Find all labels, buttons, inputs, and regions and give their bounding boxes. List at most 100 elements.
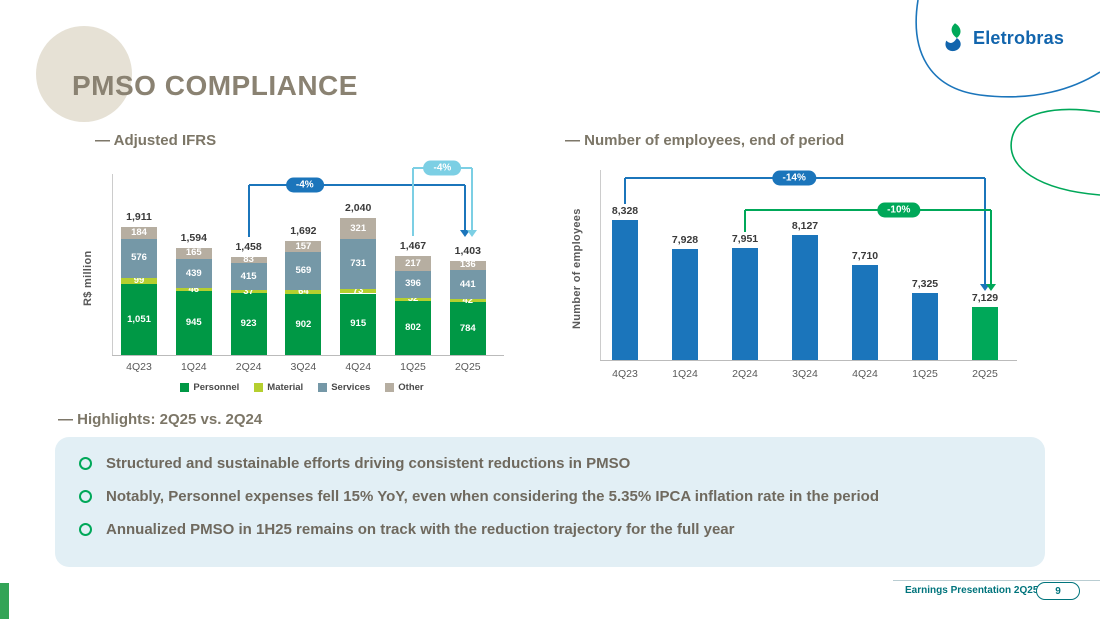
highlight-text: Structured and sustainable efforts drivi… [106, 455, 631, 472]
bar-value-label: 7,928 [671, 234, 699, 247]
x-axis-line [112, 355, 504, 356]
bar-total-label: 1,692 [290, 225, 317, 238]
decorative-curve-green [1010, 108, 1100, 196]
x-tick-label: 1Q25 [400, 361, 426, 373]
highlights-box: Structured and sustainable efforts drivi… [55, 437, 1045, 567]
bar-segment-material: 73 [340, 285, 377, 297]
bar-segment-services: 396 [395, 271, 431, 298]
pmso-stacked-chart: — Adjusted IFRS R$ million 1,051 99 576 184… [70, 128, 520, 413]
legend-item-services: Services [318, 382, 370, 393]
x-tick-label: 2Q24 [235, 361, 262, 373]
legend-swatch [180, 383, 190, 392]
annotation-percent-badge: -14% [772, 170, 816, 186]
annotation-arrowhead-icon [986, 284, 996, 292]
annotation-bracket-line [247, 185, 250, 238]
bullet-circle-icon [79, 523, 92, 536]
segment-value-label: 157 [295, 240, 312, 252]
bar-total-label: 1,403 [454, 244, 481, 257]
segment-value-label: 73 [352, 285, 364, 297]
bar-total-label: 1,594 [180, 231, 207, 244]
bar-value-label: 7,710 [851, 250, 879, 263]
eletrobras-logo: Eletrobras [942, 22, 1064, 54]
decorative-curve-blue [915, 0, 1100, 98]
bar-total-label: 1,911 [126, 210, 152, 223]
x-tick-label: 3Q24 [792, 368, 818, 380]
x-tick-label: 4Q24 [345, 361, 372, 373]
highlight-text: Annualized PMSO in 1H25 remains on track… [106, 521, 735, 538]
employee-bar [852, 265, 878, 360]
annotation-arrowhead-icon [466, 229, 477, 237]
legend-swatch [318, 383, 328, 392]
bar-value-label: 7,951 [731, 232, 759, 245]
bar-segment-personnel: 784 [449, 302, 486, 355]
segment-value-label: 42 [462, 294, 474, 306]
segment-value-label: 184 [131, 226, 147, 238]
legend-label: Other [398, 382, 424, 393]
employee-bar [672, 249, 698, 360]
segment-value-label: 217 [405, 257, 421, 269]
annotation-bracket-line [248, 184, 465, 186]
segment-value-label: 37 [243, 285, 254, 297]
employee-bar [732, 247, 758, 360]
segment-value-label: 64 [298, 286, 309, 298]
bar-segment-services: 569 [285, 251, 322, 291]
bar-segment-personnel: 915 [340, 293, 377, 355]
bar-segment-material: 99 [121, 275, 157, 287]
y-axis-line [112, 174, 113, 355]
right-chart-plot-area: 8,328 4Q23 7,928 1Q24 7,951 2Q24 8,127 3Q24 7,71… [555, 128, 1055, 413]
bar-value-label: 7,325 [911, 277, 939, 290]
annotation-bracket-line [412, 168, 414, 237]
left-chart-plot-area: 1,051 99 576 184 1,911 4Q23 945 46 439 165 1,594 1Q… [70, 128, 520, 413]
segment-value-label: 83 [243, 253, 254, 265]
bar-segment-other: 217 [395, 256, 431, 271]
page-title: PMSO COMPLIANCE [72, 70, 358, 101]
legend-label: Services [331, 382, 371, 393]
eletrobras-logo-icon [945, 23, 961, 52]
segment-value-label: 784 [459, 322, 476, 334]
annotation-percent-badge: -4% [423, 160, 462, 176]
annotation-bracket-line [624, 178, 626, 205]
annotation-bracket-line [470, 168, 473, 230]
annotation-bracket-line [745, 209, 991, 211]
segment-value-label: 439 [185, 267, 202, 279]
bar-value-label: 8,328 [611, 205, 639, 218]
segment-value-label: 52 [407, 293, 419, 305]
highlight-item: Annualized PMSO in 1H25 remains on track… [79, 520, 1015, 540]
eletrobras-logo-text: Eletrobras [973, 27, 1065, 48]
segment-value-label: 923 [240, 317, 257, 329]
segment-value-label: 415 [240, 270, 257, 282]
annotation-percent-badge: -4% [285, 177, 324, 193]
annotation-arrowhead-icon [980, 284, 990, 292]
segment-value-label: 99 [133, 275, 145, 287]
highlight-item: Notably, Personnel expenses fell 15% YoY… [79, 487, 1015, 507]
x-tick-label: 2Q25 [454, 361, 481, 373]
bar-segment-other: 136 [449, 259, 486, 271]
x-tick-label: 2Q24 [732, 368, 758, 380]
green-corner-bar [0, 583, 9, 619]
bar-value-label: 8,127 [791, 219, 819, 232]
annotation-bracket-line [990, 210, 992, 285]
segment-value-label: 396 [405, 278, 421, 290]
bar-total-label: 1,467 [399, 240, 427, 253]
segment-value-label: 441 [459, 278, 476, 290]
x-tick-label: 3Q24 [290, 361, 317, 373]
bar-segment-personnel: 902 [285, 294, 322, 355]
bar-segment-other: 184 [121, 226, 157, 239]
segment-value-label: 46 [188, 283, 200, 295]
bar-segment-material: 64 [285, 286, 322, 298]
bar-segment-personnel: 945 [175, 291, 212, 355]
segment-value-label: 165 [185, 247, 202, 259]
segment-value-label: 945 [185, 317, 202, 329]
legend-label: Material [267, 382, 304, 393]
x-tick-label: 4Q24 [852, 368, 878, 380]
legend-item-personnel: Personnel [180, 382, 239, 393]
bullet-circle-icon [79, 457, 92, 470]
y-axis-line [600, 170, 601, 360]
segment-value-label: 321 [350, 222, 367, 234]
segment-value-label: 136 [459, 259, 476, 271]
bar-segment-personnel: 923 [230, 292, 267, 355]
legend-swatch [385, 383, 395, 392]
bar-segment-personnel: 1,051 [121, 284, 157, 355]
employee-bar [912, 292, 938, 360]
